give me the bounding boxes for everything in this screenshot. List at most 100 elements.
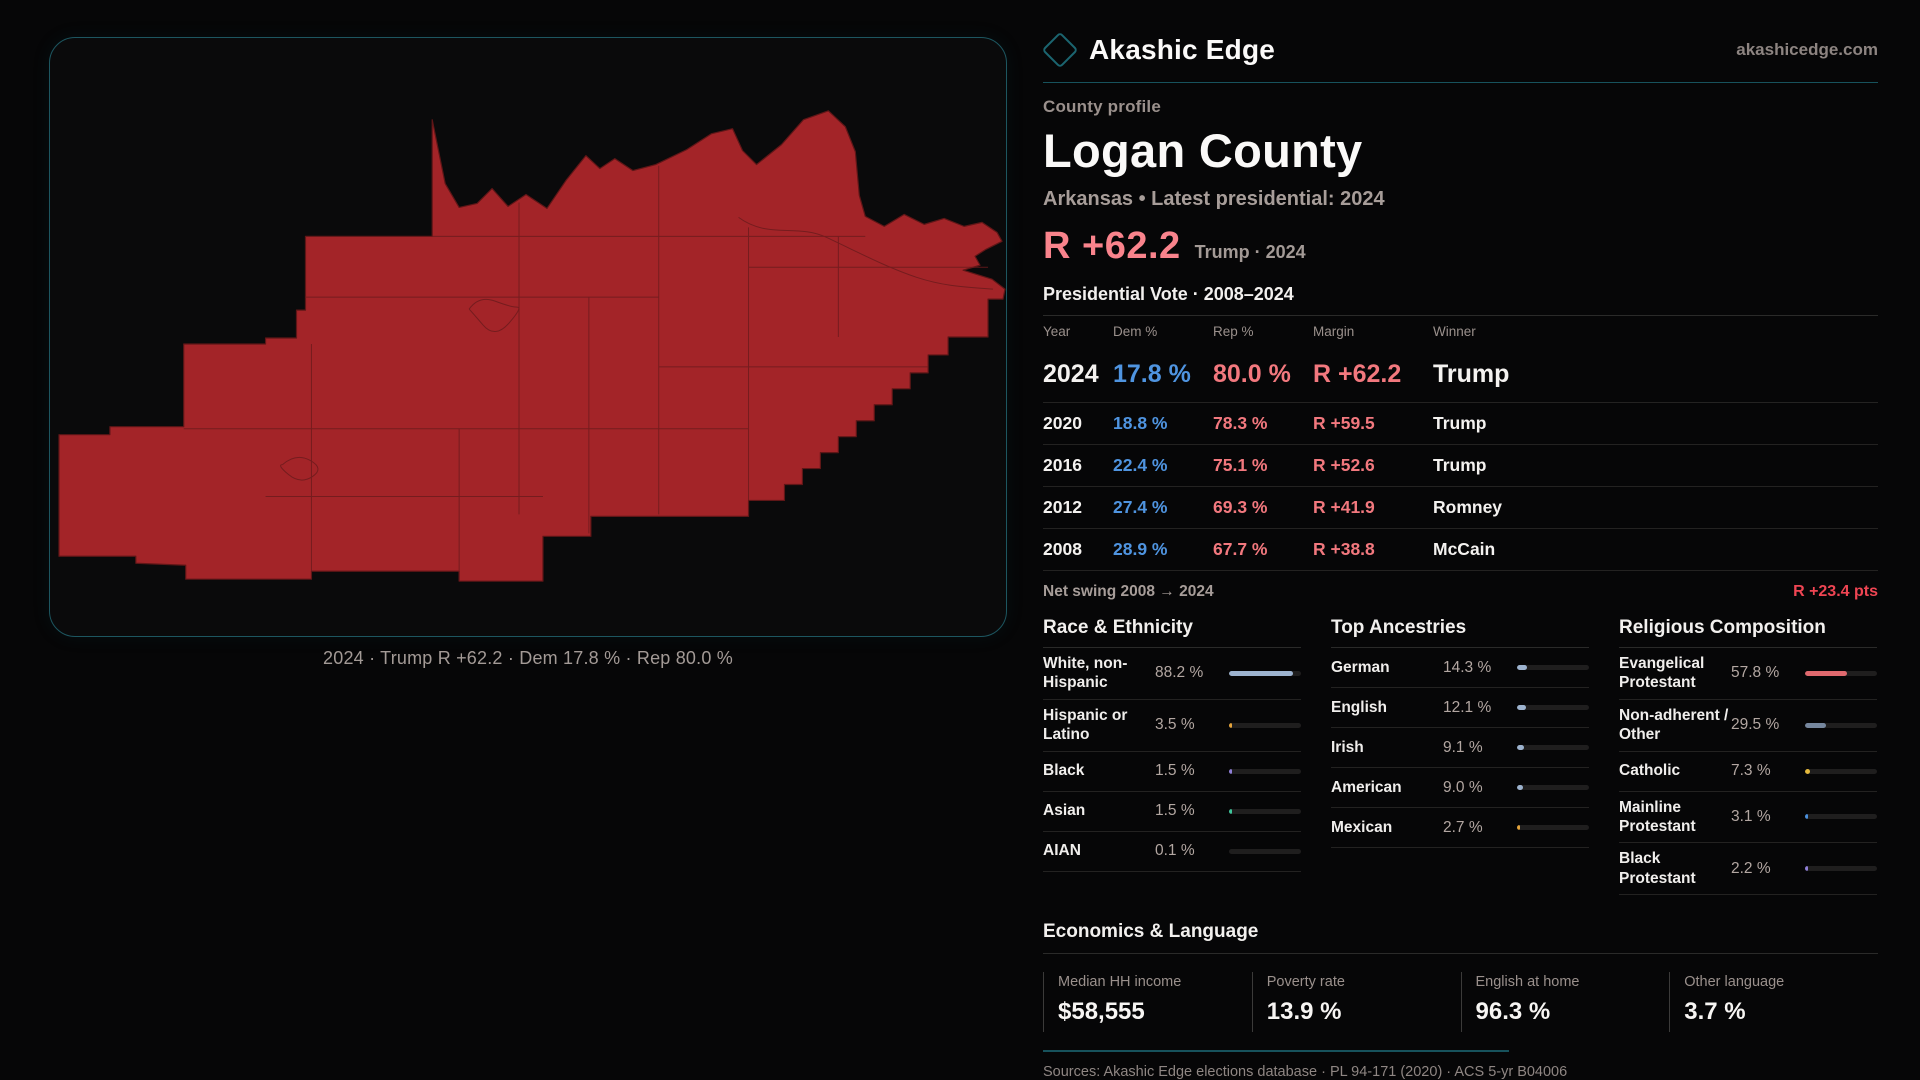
stat-label: AIAN — [1043, 842, 1081, 860]
stat-bar-fill — [1805, 722, 1827, 728]
headline-margin-row: R +62.2 Trump · 2024 — [1043, 225, 1878, 268]
headline-margin-value: R +62.2 — [1043, 225, 1181, 267]
stat-row: Hispanic or Latino 3.5 % — [1043, 700, 1301, 752]
county-map-panel — [49, 37, 1007, 637]
column-header: Dem % — [1113, 315, 1213, 348]
stat-label: German — [1331, 658, 1390, 676]
page-title: Logan County — [1043, 124, 1363, 177]
economics-title: Economics & Language — [1043, 921, 1878, 954]
table-row: 2024 17.8 % 80.0 % R +62.2 Trump — [1043, 348, 1878, 403]
demographic-section: Religious Composition Evangelical Protes… — [1619, 617, 1877, 895]
stat-bar — [1517, 785, 1589, 790]
demographic-section: Top Ancestries German 14.3 % English 12.… — [1331, 617, 1589, 895]
economics-stat-card: Other language 3.7 % — [1669, 972, 1878, 1032]
stat-bar — [1805, 722, 1877, 728]
stat-value: 9.0 % — [1443, 778, 1483, 796]
economics-stat-card: English at home 96.3 % — [1460, 972, 1670, 1032]
county-map — [58, 110, 1006, 582]
table-row: 2008 28.9 % 67.7 % R +38.8 McCain — [1043, 528, 1878, 571]
stat-value: 9.1 % — [1443, 738, 1483, 756]
net-swing-label: Net swing 2008 → 2024 — [1043, 583, 1214, 600]
stat-bar-fill — [1517, 745, 1524, 750]
economics-stat-value: 96.3 % — [1475, 998, 1551, 1025]
stat-bar — [1229, 670, 1301, 676]
stat-row: AIAN 0.1 % — [1043, 832, 1301, 872]
header-divider — [1043, 82, 1878, 83]
stat-bar — [1517, 745, 1589, 750]
stat-value: 2.2 % — [1731, 859, 1771, 877]
stat-bar — [1805, 768, 1877, 774]
economics-stat-value: 3.7 % — [1684, 998, 1746, 1025]
stat-row: Non-adherent / Other 29.5 % — [1619, 700, 1877, 752]
stat-value: 1.5 % — [1155, 762, 1195, 779]
stat-value: 3.1 % — [1731, 807, 1771, 825]
stat-bar — [1517, 825, 1589, 830]
stat-label: White, non-Hispanic — [1043, 655, 1128, 692]
stat-label: Mainline Protestant — [1619, 798, 1696, 835]
stat-value: 7.3 % — [1731, 762, 1771, 779]
stat-bar — [1805, 670, 1877, 676]
presidential-vote-table: Year Dem % Rep % Margin Winner 2024 17.8 % 8… — [1043, 315, 1878, 571]
brand-domain-link[interactable]: akashicedge.com — [1736, 40, 1878, 59]
stat-bar-fill — [1229, 808, 1232, 814]
stat-row: Black Protestant 2.2 % — [1619, 843, 1877, 895]
stat-bar-fill — [1805, 814, 1808, 820]
stat-value: 88.2 % — [1155, 664, 1204, 682]
stat-bar — [1229, 722, 1301, 728]
stat-bar-fill — [1805, 670, 1847, 676]
profile-panel: Akashic Edge akashicedge.com County prof… — [1041, 28, 1878, 1080]
economics-stat-card: Median HH income $58,555 — [1043, 972, 1252, 1032]
brand-header: Akashic Edge akashicedge.com — [1041, 28, 1878, 72]
stat-row: Mainline Protestant 3.1 % — [1619, 792, 1877, 844]
stat-value: 2.7 % — [1443, 818, 1483, 836]
stat-row: American 9.0 % — [1331, 768, 1589, 808]
stat-bar-fill — [1805, 866, 1808, 872]
column-header: Rep % — [1213, 315, 1313, 348]
stat-row: Mexican 2.7 % — [1331, 808, 1589, 848]
stat-bar-fill — [1517, 785, 1524, 790]
stat-label: American — [1331, 778, 1402, 796]
stat-value: 1.5 % — [1155, 802, 1195, 819]
stat-row: White, non-Hispanic 88.2 % — [1043, 648, 1301, 700]
stat-label: Mexican — [1331, 818, 1393, 836]
stat-bar — [1805, 866, 1877, 872]
table-row: 2016 22.4 % 75.1 % R +52.6 Trump — [1043, 444, 1878, 487]
stat-bar — [1805, 814, 1877, 820]
vote-table-title: Presidential Vote · 2008–2024 — [1043, 284, 1294, 304]
net-swing-row: Net swing 2008 → 2024 R +23.4 pts — [1043, 583, 1878, 601]
stat-row: Irish 9.1 % — [1331, 728, 1589, 768]
diamond-logo-icon — [1041, 31, 1079, 69]
economics-stats-row: Median HH income $58,555 Poverty rate 13… — [1043, 972, 1878, 1032]
stat-label: English — [1331, 698, 1387, 716]
demographic-section: Race & Ethnicity White, non-Hispanic 88.… — [1043, 617, 1301, 895]
stat-bar — [1517, 665, 1589, 670]
precinct-borders — [183, 165, 994, 582]
stat-row: Black 1.5 % — [1043, 752, 1301, 792]
section-title: Top Ancestries — [1331, 617, 1589, 648]
stat-bar-fill — [1805, 768, 1811, 774]
brand-name: Akashic Edge — [1089, 34, 1276, 65]
stat-bar-fill — [1517, 705, 1526, 710]
stat-label: Non-adherent / Other — [1619, 706, 1729, 744]
kicker-label: County profile — [1043, 97, 1162, 116]
section-title: Race & Ethnicity — [1043, 617, 1301, 648]
demographics-grid: Race & Ethnicity White, non-Hispanic 88.… — [1043, 617, 1878, 895]
stat-label: Black Protestant — [1619, 850, 1696, 887]
stat-value: 0.1 % — [1155, 842, 1195, 859]
stat-row: German 14.3 % — [1331, 648, 1589, 688]
stat-label: Catholic — [1619, 762, 1681, 780]
stat-bar-fill — [1229, 722, 1232, 728]
table-header-row: Year Dem % Rep % Margin Winner — [1043, 315, 1878, 348]
stat-row: Evangelical Protestant 57.8 % — [1619, 648, 1877, 700]
economics-stat-label: Median HH income — [1058, 974, 1182, 990]
economics-stat-value: $58,555 — [1058, 998, 1145, 1025]
stat-label: Irish — [1331, 738, 1364, 756]
stat-row: Catholic 7.3 % — [1619, 752, 1877, 792]
economics-stat-value: 13.9 % — [1266, 998, 1342, 1025]
stat-value: 12.1 % — [1443, 698, 1492, 716]
stat-bar — [1229, 768, 1301, 774]
table-row: 2020 18.8 % 78.3 % R +59.5 Trump — [1043, 402, 1878, 445]
stat-row: Asian 1.5 % — [1043, 792, 1301, 832]
stat-label: Evangelical Protestant — [1619, 655, 1705, 692]
